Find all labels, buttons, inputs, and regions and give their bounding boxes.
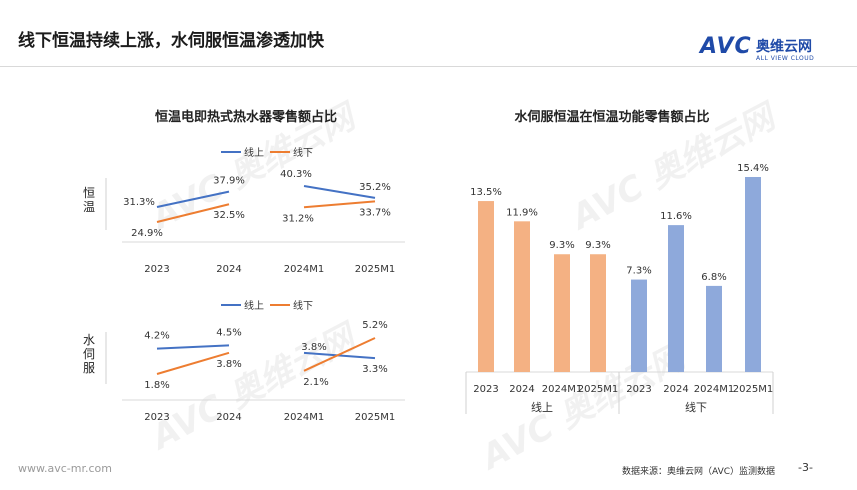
data-label-offline: 1.8% <box>144 380 169 391</box>
data-label-online: 35.2% <box>359 182 391 193</box>
data-label-offline: 31.2% <box>282 213 314 224</box>
data-label-offline: 3.8% <box>216 359 241 370</box>
bar-data-label: 11.6% <box>660 211 692 222</box>
bar-data-label: 13.5% <box>470 187 502 198</box>
bar-online <box>478 201 494 372</box>
series-line-offline <box>303 337 376 372</box>
bar-offline <box>745 177 761 372</box>
bar-data-label: 15.4% <box>737 163 769 174</box>
x-tick-label: 2023 <box>144 264 169 275</box>
footer-data-source: 数据来源：奥维云网（AVC）监测数据 <box>622 467 776 477</box>
page-number: -3- <box>798 461 813 474</box>
bar-online <box>590 254 606 372</box>
x-tick-label: 2025M1 <box>355 412 395 423</box>
x-tick-label: 2024 <box>216 412 241 423</box>
logo-mark: AVC <box>700 34 752 59</box>
panel-row-label-char: 恒 <box>83 186 95 200</box>
data-label-online: 37.9% <box>213 176 245 187</box>
series-line-offline <box>156 203 230 223</box>
data-label-online: 4.2% <box>144 331 169 342</box>
page-title: 线下恒温持续上涨，水伺服恒温渗透加快 <box>18 31 324 51</box>
data-label-offline: 2.1% <box>303 377 328 388</box>
data-label-online: 4.5% <box>216 327 241 338</box>
header-divider <box>0 66 857 67</box>
bar-category-label: 2023 <box>626 384 651 395</box>
footer-website[interactable]: www.avc-mr.com <box>18 462 112 475</box>
group-label-online: 线上 <box>531 400 553 414</box>
avc-logo: AVC 奥维云网 ALL VIEW CLOUD <box>700 34 830 70</box>
panel-row-label-char: 温 <box>83 200 95 214</box>
bar-data-label: 7.3% <box>626 266 651 277</box>
bar-offline <box>706 285 722 372</box>
x-tick-label: 2024 <box>216 264 241 275</box>
bar-offline <box>668 225 684 372</box>
logo-chinese-name: 奥维云网 <box>756 39 812 55</box>
legend-label-offline: 线下 <box>293 299 313 312</box>
x-tick-label: 2025M1 <box>355 264 395 275</box>
legend-label-online: 线上 <box>244 299 264 312</box>
series-line-offline <box>156 351 230 375</box>
x-tick-label: 2024M1 <box>284 264 324 275</box>
right-chart-title: 水伺服恒温在恒温功能零售额占比 <box>514 109 709 125</box>
data-label-online: 31.3% <box>123 197 155 208</box>
x-tick-label: 2024M1 <box>284 412 324 423</box>
legend-label-online: 线上 <box>244 146 264 159</box>
panel-row-label-char: 水 <box>83 333 95 347</box>
bar-data-label: 9.3% <box>585 240 610 251</box>
data-label-offline: 33.7% <box>359 207 391 218</box>
bar-offline <box>631 279 647 372</box>
x-tick-label: 2023 <box>144 412 169 423</box>
bar-category-label: 2024 <box>663 384 688 395</box>
bar-category-label: 2024 <box>509 384 534 395</box>
bar-data-label: 9.3% <box>549 240 574 251</box>
bar-category-label: 2025M1 <box>578 384 618 395</box>
bar-data-label: 6.8% <box>701 272 726 283</box>
series-line-online <box>303 185 376 199</box>
data-label-online: 40.3% <box>280 169 312 180</box>
data-label-online: 3.8% <box>301 342 326 353</box>
group-label-offline: 线下 <box>685 400 707 414</box>
bar-online <box>554 254 570 372</box>
series-line-online <box>156 190 230 209</box>
panel-row-label-char: 伺 <box>83 347 95 361</box>
bar-category-label: 2024M1 <box>694 384 734 395</box>
bar-category-label: 2023 <box>473 384 498 395</box>
bar-category-label: 2025M1 <box>733 384 773 395</box>
bar-data-label: 11.9% <box>506 207 538 218</box>
series-line-offline <box>303 200 376 209</box>
data-label-offline: 32.5% <box>213 210 245 221</box>
panel-row-label-char: 服 <box>83 361 95 375</box>
data-label-online: 3.3% <box>362 364 387 375</box>
series-line-online <box>156 344 230 350</box>
bar-category-label: 2024M1 <box>542 384 582 395</box>
bar-online <box>514 221 530 372</box>
data-label-offline: 5.2% <box>362 320 387 331</box>
data-label-offline: 24.9% <box>131 228 163 239</box>
legend-label-offline: 线下 <box>293 146 313 159</box>
left-chart-title: 恒温电即热式热水器零售额占比 <box>155 109 337 125</box>
logo-english-name: ALL VIEW CLOUD <box>756 55 815 62</box>
